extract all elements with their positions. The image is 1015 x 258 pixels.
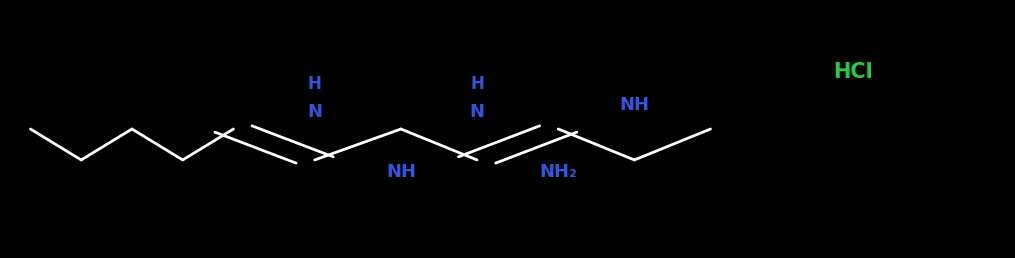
Text: HCl: HCl (832, 62, 873, 82)
Text: NH: NH (619, 95, 650, 114)
Text: H: H (470, 75, 484, 93)
Text: N: N (470, 103, 484, 121)
Text: H: H (308, 75, 322, 93)
Text: N: N (308, 103, 322, 121)
Text: NH₂: NH₂ (539, 163, 578, 181)
Text: NH: NH (386, 163, 416, 181)
